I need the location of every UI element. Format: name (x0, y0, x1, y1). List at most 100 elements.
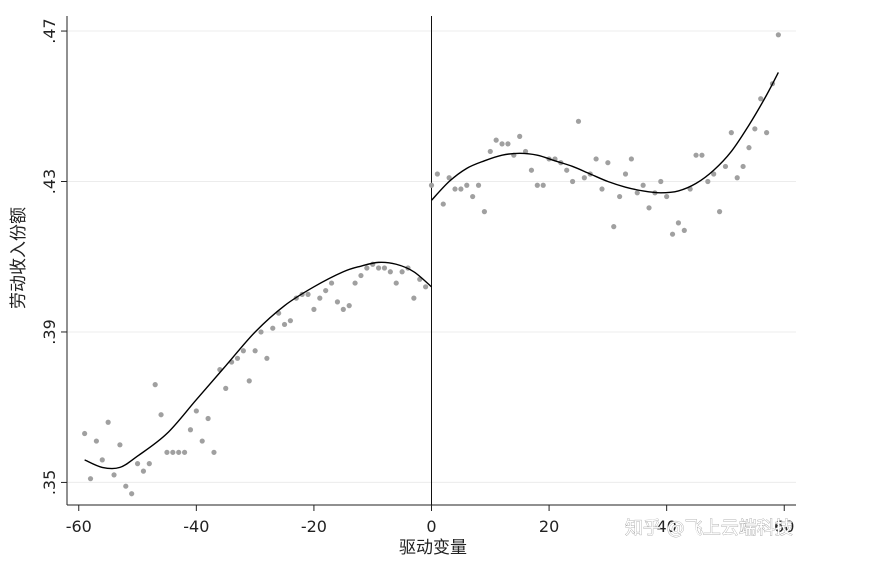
scatter-point (481, 209, 488, 215)
x-axis-title: 驱动变量 (399, 538, 467, 558)
scatter-point (234, 355, 241, 361)
scatter-point (705, 178, 711, 185)
scatter-point (675, 220, 682, 226)
scatter-point (528, 167, 535, 173)
scatter-point (187, 427, 194, 433)
scatter-point (711, 171, 717, 177)
scatter-point (328, 280, 335, 286)
scatter-point (628, 156, 634, 162)
scatter-point (669, 231, 676, 237)
scatter-point (205, 415, 211, 422)
scatter-point (181, 449, 188, 455)
x-tick-label: -20 (301, 517, 327, 536)
y-tick-label: .43 (40, 169, 59, 194)
scatter-point (223, 385, 229, 391)
scatter-point (446, 175, 452, 181)
scatter-point (146, 461, 152, 467)
scatter-point (740, 163, 746, 170)
scatter-point (87, 476, 94, 482)
scatter-point (487, 148, 493, 155)
scatter-point (575, 118, 582, 124)
scatter-point (164, 449, 170, 455)
x-tick-label: -40 (183, 517, 209, 536)
scatter-point (140, 468, 147, 474)
scatter-point (99, 457, 105, 463)
scatter-point (746, 145, 752, 151)
scatter-point (734, 175, 740, 181)
scatter-point (499, 141, 505, 147)
scatter-point (505, 141, 511, 147)
scatter-point (611, 224, 617, 230)
scatter-point (193, 408, 199, 414)
scatter-point (246, 378, 252, 384)
scatter-point (470, 193, 476, 200)
scatter-point (593, 156, 599, 162)
scatter-point (334, 299, 341, 305)
y-tick-label: .35 (40, 470, 59, 495)
fit-line-left (84, 261, 432, 470)
scatter-point (258, 329, 264, 335)
scatter-point (93, 438, 99, 444)
scatter-point (129, 491, 135, 497)
scatter-point (493, 137, 499, 143)
scatter-point (158, 412, 164, 418)
scatter-point (352, 280, 358, 286)
scatter-point (199, 438, 205, 444)
x-tick-label: 60 (774, 517, 794, 536)
scatter-point (317, 295, 323, 301)
scatter-point (364, 265, 370, 271)
scatter-point (681, 227, 687, 234)
scatter-point (346, 303, 352, 309)
scatter-point (264, 355, 270, 361)
scatter-point (399, 269, 405, 275)
x-tick-label: 0 (426, 517, 436, 536)
scatter-point (287, 318, 294, 324)
scatter-point (540, 182, 546, 188)
scatter-point (646, 205, 652, 211)
scatter-point (340, 306, 346, 312)
scatter-point (764, 130, 770, 136)
scatter-point (411, 295, 417, 301)
scatter-point (664, 193, 670, 200)
scatter-point (464, 182, 470, 188)
scatter-point (117, 442, 123, 448)
y-tick-label: .47 (40, 18, 59, 43)
scatter-point (693, 152, 699, 158)
scatter-point (105, 419, 111, 425)
axes: .35 .39 .43 .47 -60 -40 -20 0 20 40 60 (40, 16, 796, 536)
scatter-point (634, 190, 640, 196)
scatter-point (281, 321, 288, 328)
scatter-point (428, 182, 435, 188)
scatter-point (152, 382, 158, 388)
fit-line-right (430, 72, 779, 201)
scatter-point (564, 167, 570, 173)
scatter-point (534, 182, 540, 188)
x-tick-label: 20 (539, 517, 559, 536)
scatter-point (775, 32, 781, 38)
scatter-point (311, 306, 317, 312)
fit-lines (84, 72, 779, 470)
y-tick-label: .39 (40, 319, 59, 344)
scatter-point (758, 96, 764, 102)
scatter-point (458, 186, 464, 192)
scatter-point (569, 178, 576, 185)
x-tick-label: -60 (66, 517, 92, 536)
scatter-point (123, 483, 129, 489)
y-axis-title: 劳动收入份额 (9, 207, 29, 309)
scatter-point (622, 171, 629, 177)
scatter-point (581, 175, 587, 181)
scatter-point (599, 186, 605, 192)
scatter-point (522, 148, 529, 155)
scatter-point (517, 133, 523, 139)
x-tick-label: 40 (656, 517, 676, 536)
scatter-point (475, 182, 482, 188)
scatter-point (381, 265, 388, 271)
scatter-point (252, 348, 258, 354)
scatter-point (211, 449, 217, 455)
scatter-point (375, 265, 382, 271)
scatter-point (728, 130, 734, 136)
scatter-point (358, 272, 364, 279)
scatter-point (699, 152, 705, 158)
scatter-points (82, 32, 781, 497)
scatter-point (323, 287, 329, 294)
